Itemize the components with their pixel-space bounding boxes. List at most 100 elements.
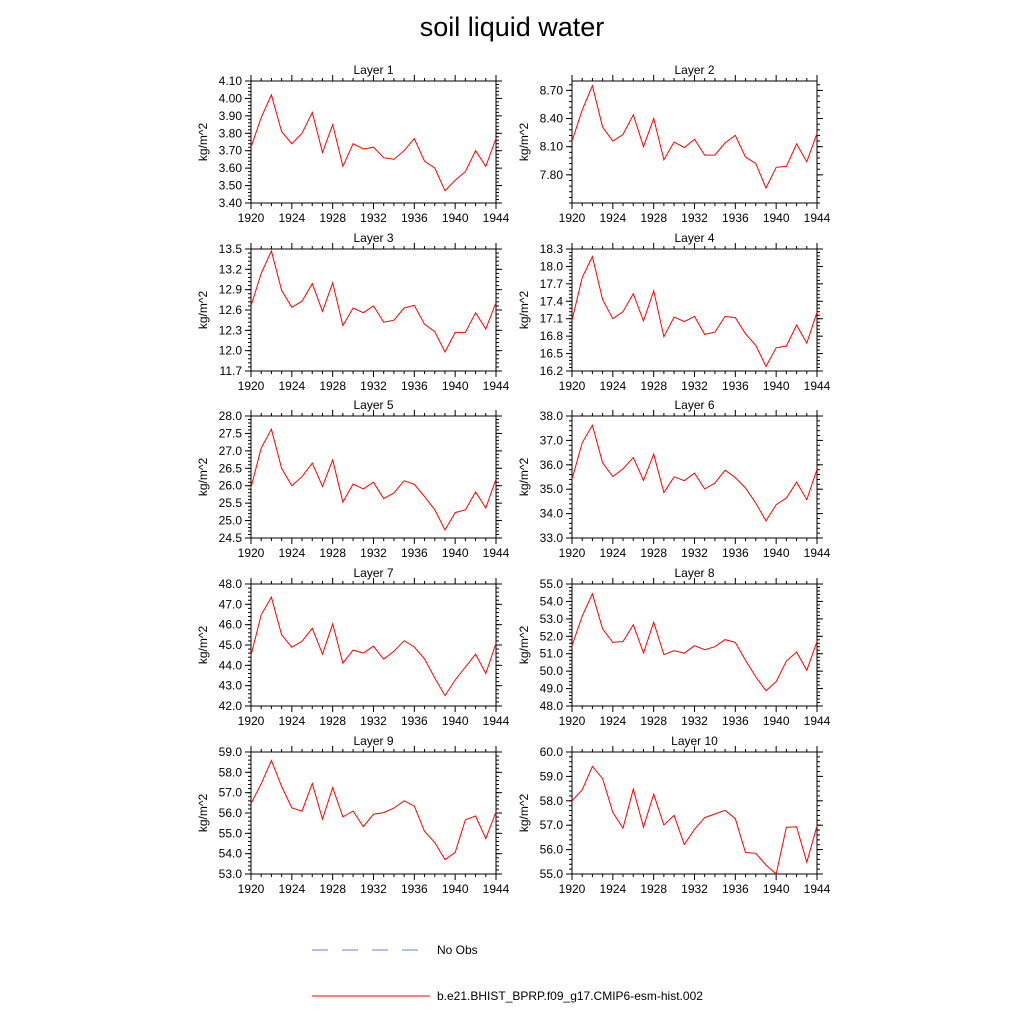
panel-layer-7: Layer 7 kg/m^2 1920 1924 1928 1932 1936 1940 194… — [196, 566, 510, 728]
figure-title: soil liquid water — [419, 12, 605, 42]
x-tick-label: 1944 — [804, 211, 831, 225]
y-tick-label: 55.0 — [540, 577, 564, 591]
y-tick-label: 58.0 — [540, 794, 564, 808]
x-tick-label: 1932 — [681, 714, 708, 728]
plot-frame — [571, 80, 818, 204]
chart-panels: Layer 1 kg/m^2 1920 1924 1928 1932 1936 1940 194… — [196, 63, 831, 896]
x-tick-label: 1928 — [640, 714, 667, 728]
plot-frame — [250, 751, 497, 875]
y-tick-label: 3.90 — [219, 109, 243, 123]
y-tick-label: 51.0 — [540, 647, 564, 661]
y-tick-label: 12.3 — [219, 323, 243, 337]
x-tick-label: 1924 — [599, 714, 626, 728]
x-tick-label: 1924 — [278, 882, 305, 896]
panel-title: Layer 5 — [353, 398, 393, 412]
x-tick-label: 1944 — [804, 379, 831, 393]
x-tick-label: 1944 — [483, 882, 510, 896]
x-tick-label: 1920 — [238, 379, 265, 393]
x-tick-label: 1920 — [559, 714, 586, 728]
x-tick-label: 1940 — [442, 211, 469, 225]
y-tick-label: 57.0 — [540, 818, 564, 832]
y-tick-label: 3.80 — [219, 126, 243, 140]
y-tick-label: 11.7 — [220, 364, 243, 378]
series-line-model — [571, 424, 818, 522]
x-tick-label: 1920 — [238, 714, 265, 728]
y-tick-label: 43.0 — [219, 679, 243, 693]
y-tick-label: 13.2 — [219, 262, 243, 276]
panel-layer-2: Layer 2 kg/m^2 1920 1924 1928 1932 1936 1940 194… — [517, 63, 831, 225]
y-tick-label: 44.0 — [219, 658, 243, 672]
y-tick-label: 59.0 — [219, 745, 243, 759]
y-axis-label: kg/m^2 — [196, 794, 210, 833]
x-tick-label: 1932 — [681, 211, 708, 225]
series-line-model — [571, 84, 818, 190]
y-axis-label: kg/m^2 — [517, 794, 531, 833]
x-tick-label: 1940 — [442, 882, 469, 896]
x-tick-label: 1924 — [278, 714, 305, 728]
y-tick-label: 59.0 — [540, 769, 564, 783]
y-axis-label: kg/m^2 — [196, 291, 210, 330]
x-tick-label: 1920 — [559, 546, 586, 560]
panel-title: Layer 10 — [671, 734, 718, 748]
x-tick-label: 1932 — [681, 882, 708, 896]
x-tick-label: 1924 — [278, 379, 305, 393]
x-tick-label: 1944 — [804, 882, 831, 896]
x-tick-label: 1924 — [599, 546, 626, 560]
x-tick-label: 1944 — [804, 714, 831, 728]
y-tick-label: 17.1 — [540, 312, 564, 326]
x-tick-label: 1932 — [360, 882, 387, 896]
y-tick-label: 55.0 — [540, 867, 564, 881]
y-tick-label: 8.70 — [540, 83, 564, 97]
plot-frame — [571, 583, 818, 707]
panel-layer-10: Layer 10 kg/m^2 1920 1924 1928 1932 1936 1940 19… — [517, 734, 831, 896]
y-tick-label: 54.0 — [219, 847, 243, 861]
x-tick-label: 1928 — [319, 211, 346, 225]
legend-obs-label: No Obs — [437, 943, 478, 957]
y-tick-label: 3.60 — [219, 161, 243, 175]
y-tick-label: 36.0 — [540, 458, 564, 472]
y-tick-label: 53.0 — [219, 867, 243, 881]
y-axis-label: kg/m^2 — [517, 123, 531, 162]
y-tick-label: 17.7 — [540, 277, 564, 291]
y-tick-label: 7.80 — [540, 168, 564, 182]
series-line-model — [571, 592, 818, 692]
y-tick-label: 55.0 — [219, 826, 243, 840]
y-tick-label: 48.0 — [540, 699, 564, 713]
y-tick-label: 26.5 — [219, 461, 243, 475]
x-tick-label: 1944 — [483, 546, 510, 560]
x-tick-label: 1944 — [483, 714, 510, 728]
x-tick-label: 1940 — [763, 546, 790, 560]
y-tick-label: 58.0 — [219, 765, 243, 779]
y-tick-label: 4.10 — [219, 74, 243, 88]
y-tick-label: 56.0 — [540, 843, 564, 857]
y-tick-label: 60.0 — [540, 745, 564, 759]
y-tick-label: 12.9 — [219, 283, 243, 297]
x-tick-label: 1924 — [278, 211, 305, 225]
y-axis-label: kg/m^2 — [517, 458, 531, 497]
panel-title: Layer 1 — [353, 63, 393, 77]
plot-frame — [250, 248, 497, 372]
x-tick-label: 1928 — [640, 211, 667, 225]
y-tick-label: 27.0 — [219, 444, 243, 458]
x-tick-label: 1940 — [442, 379, 469, 393]
series-line-model — [250, 93, 497, 192]
series-line-model — [250, 249, 497, 354]
x-tick-label: 1932 — [360, 379, 387, 393]
y-tick-label: 57.0 — [219, 786, 243, 800]
y-tick-label: 17.4 — [540, 294, 564, 308]
y-tick-label: 37.0 — [540, 433, 564, 447]
y-tick-label: 16.8 — [540, 329, 564, 343]
plot-frame — [250, 80, 497, 204]
x-tick-label: 1940 — [763, 211, 790, 225]
y-tick-label: 35.0 — [540, 482, 564, 496]
x-tick-label: 1936 — [401, 546, 428, 560]
plot-frame — [571, 415, 818, 539]
x-tick-label: 1944 — [483, 211, 510, 225]
y-tick-label: 52.0 — [540, 629, 564, 643]
x-tick-label: 1920 — [238, 546, 265, 560]
y-tick-label: 49.0 — [540, 682, 564, 696]
x-tick-label: 1920 — [238, 211, 265, 225]
y-tick-label: 16.5 — [540, 347, 564, 361]
y-tick-label: 3.70 — [219, 144, 243, 158]
